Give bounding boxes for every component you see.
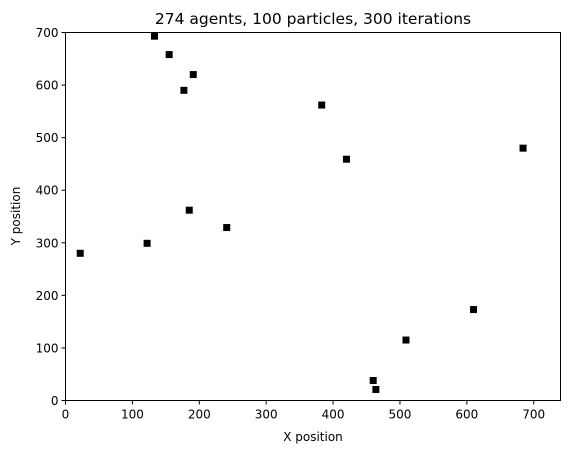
x-axis: 0 100 200 300 400 500 600 700 — [62, 400, 545, 422]
y-tick-label: 500 — [36, 131, 59, 145]
x-tick-label: 100 — [121, 408, 144, 422]
data-point — [470, 306, 478, 314]
data-point — [318, 101, 326, 109]
data-point — [150, 32, 158, 40]
y-tick-label: 600 — [36, 79, 59, 93]
data-point — [143, 239, 151, 247]
chart-title: 274 agents, 100 particles, 300 iteration… — [155, 10, 471, 28]
x-tick-label: 300 — [255, 408, 278, 422]
y-tick-label: 400 — [36, 184, 59, 198]
y-tick-label: 700 — [36, 26, 59, 40]
x-tick-label: 600 — [455, 408, 478, 422]
plot-frame — [65, 32, 561, 401]
data-points — [76, 32, 527, 393]
data-point — [185, 206, 193, 214]
x-tick-label: 700 — [522, 408, 545, 422]
data-point — [180, 86, 188, 94]
y-axis-label: Y position — [9, 187, 23, 247]
data-point — [369, 377, 377, 385]
x-tick-label: 400 — [322, 408, 345, 422]
y-axis: 0 100 200 300 400 500 600 700 — [36, 26, 66, 408]
y-tick-label: 100 — [36, 341, 59, 355]
x-axis-label: X position — [283, 430, 343, 444]
y-tick-label: 300 — [36, 236, 59, 250]
y-tick-label: 0 — [51, 394, 59, 408]
data-point — [76, 249, 84, 257]
data-point — [165, 51, 173, 59]
data-point — [519, 144, 527, 152]
y-tick-label: 200 — [36, 289, 59, 303]
x-tick-label: 200 — [188, 408, 211, 422]
data-point — [402, 336, 410, 344]
data-point — [372, 385, 380, 393]
x-tick-label: 0 — [62, 408, 70, 422]
data-point — [189, 71, 197, 79]
data-point — [342, 155, 350, 163]
data-point — [223, 224, 231, 232]
x-tick-label: 500 — [389, 408, 412, 422]
